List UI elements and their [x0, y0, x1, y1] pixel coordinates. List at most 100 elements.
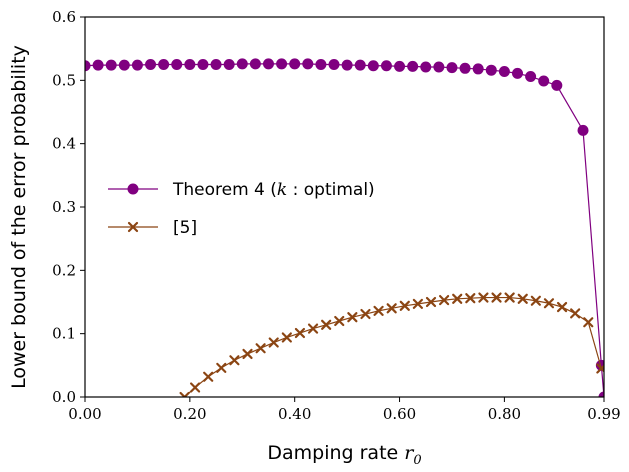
data-point-circle: [433, 61, 445, 73]
data-point-cross-stroke-b: [216, 362, 227, 373]
data-point-cross-stroke-a: [179, 391, 187, 397]
data-point-cross-stroke-b: [183, 391, 190, 397]
data-point-cross: [294, 327, 306, 339]
data-point-cross-stroke-b: [189, 382, 201, 393]
data-point-cross: [321, 319, 332, 330]
data-point-cross: [179, 391, 190, 397]
x-tick-label: 0.40: [278, 405, 311, 423]
data-point-cross: [281, 332, 292, 343]
data-point-circle: [407, 60, 419, 72]
data-point-cross-stroke-b: [478, 292, 489, 303]
data-point-cross: [517, 293, 528, 304]
data-point-cross: [452, 293, 463, 304]
data-point-circle: [380, 60, 392, 72]
data-point-circle: [367, 60, 379, 72]
data-point-circle: [577, 124, 589, 136]
data-point-circle: [512, 67, 523, 79]
data-point-cross-stroke-b: [255, 343, 266, 354]
data-point-circle: [485, 64, 497, 76]
data-point-circle: [184, 59, 196, 70]
x-axis-label-var: r: [404, 442, 415, 464]
data-point-cross-stroke-b: [321, 319, 332, 330]
data-point-circle: [118, 59, 130, 71]
data-point-circle: [145, 59, 157, 70]
data-point-circle: [525, 71, 537, 83]
data-point-cross: [425, 296, 437, 308]
data-point-cross: [255, 343, 266, 354]
data-point-cross: [583, 317, 594, 328]
data-point-cross: [412, 298, 423, 309]
y-tick-label: 0.0: [52, 388, 76, 406]
y-axis-label: Lower bound of the error probability: [8, 45, 30, 389]
data-point-circle: [289, 58, 301, 70]
data-point-cross: [229, 355, 240, 366]
data-point-cross-stroke-b: [465, 293, 476, 304]
data-point-cross-stroke-b: [452, 293, 463, 304]
data-point-circle: [236, 58, 248, 70]
data-point-cross: [360, 308, 371, 320]
data-point-cross: [268, 337, 279, 348]
data-point-cross: [465, 293, 476, 304]
data-point-cross-stroke-b: [347, 312, 358, 323]
data-point-cross-stroke-b: [570, 308, 581, 319]
data-point-cross-stroke-b: [517, 293, 528, 304]
data-point-cross: [570, 308, 581, 319]
data-point-cross-stroke-b: [491, 292, 502, 303]
y-tick-label: 0.2: [52, 261, 76, 279]
data-point-circle: [315, 59, 327, 70]
y-tick-label: 0.3: [52, 198, 76, 216]
data-point-circle: [85, 60, 91, 72]
x-axis-label-sub: 0: [413, 453, 421, 468]
data-point-cross: [530, 295, 541, 306]
data-point-cross-stroke-b: [229, 355, 240, 366]
data-point-cross-stroke-b: [412, 298, 423, 309]
data-point-cross-stroke-b: [386, 303, 397, 314]
data-point-circle: [276, 58, 288, 70]
data-point-circle: [498, 65, 510, 77]
data-point-circle: [354, 59, 366, 71]
data-point-circle: [538, 75, 550, 87]
data-point-cross: [399, 300, 410, 311]
data-point-cross-stroke-b: [203, 371, 214, 382]
data-point-cross-stroke-b: [556, 301, 568, 313]
data-point-cross: [439, 295, 450, 306]
series-line: [85, 63, 604, 397]
data-point-cross: [596, 363, 604, 374]
data-point-circle: [446, 62, 458, 74]
data-point-cross-stroke-b: [373, 305, 384, 316]
data-point-cross-stroke-b: [268, 337, 279, 348]
x-tick-label: 0.80: [488, 405, 521, 423]
data-point-cross: [386, 303, 397, 314]
data-point-cross-stroke-b: [307, 323, 319, 334]
data-point-circle: [394, 60, 406, 72]
data-point-cross: [491, 292, 502, 303]
data-point-cross-stroke-b: [543, 298, 555, 309]
data-point-circle: [598, 391, 604, 397]
data-point-cross: [334, 315, 345, 327]
data-point-circle: [131, 59, 143, 71]
data-point-circle: [341, 59, 353, 71]
y-tick-label: 0.1: [52, 325, 76, 343]
legend-label-post: : optimal): [287, 180, 374, 200]
data-point-cross-stroke-b: [596, 364, 604, 374]
legend: Theorem 4 (k : optimal) [5]: [108, 180, 375, 238]
data-point-cross: [189, 382, 201, 393]
series-ref5: [179, 292, 604, 397]
data-point-circle: [210, 59, 222, 70]
data-point-circle: [223, 59, 235, 70]
legend-label-pre: Theorem 4 (: [172, 180, 277, 200]
data-point-circle: [420, 61, 432, 73]
data-point-circle: [171, 59, 183, 70]
x-axis-label-text: Damping rate: [267, 442, 404, 464]
x-tick-label: 0.00: [68, 405, 101, 423]
data-point-cross: [242, 348, 253, 360]
data-point-circle: [302, 58, 314, 70]
data-point-circle: [262, 58, 274, 70]
data-point-cross: [216, 362, 227, 373]
data-point-cross: [203, 371, 214, 382]
x-tick-label: 0.99: [587, 405, 620, 423]
data-point-cross: [347, 312, 358, 323]
ticks: 0.00 0.20 0.40 0.60 0.80 0.99 0.0 0.1 0.2 0.3 0.4 0…: [52, 8, 621, 423]
data-point-circle: [328, 59, 340, 70]
